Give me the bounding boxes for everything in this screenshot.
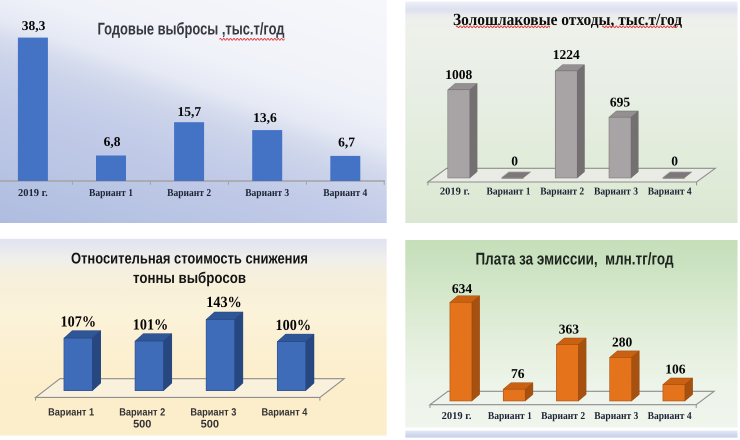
svg-text:143%: 143%: [206, 294, 242, 311]
svg-text:38,3: 38,3: [22, 18, 46, 33]
svg-text:Вариант 3: Вариант 3: [190, 406, 236, 418]
svg-text:Вариант 2: Вариант 2: [540, 187, 584, 198]
svg-text:Вариант 3: Вариант 3: [594, 187, 638, 198]
svg-text:76: 76: [511, 366, 525, 381]
svg-text:Годовые выбросы ,тыс.т/год: Годовые выбросы ,тыс.т/год: [98, 20, 285, 39]
svg-text:13,6: 13,6: [253, 110, 277, 125]
svg-text:Плата за эмиссии, млн.тг/год: Плата за эмиссии, млн.тг/год: [476, 249, 674, 268]
svg-text:0: 0: [511, 153, 518, 168]
svg-text:Вариант 4: Вариант 4: [323, 188, 368, 199]
svg-text:6,8: 6,8: [104, 134, 121, 149]
svg-text:Золошлаковые отходы, тыс.т/год: Золошлаковые отходы, тыс.т/год: [453, 10, 682, 29]
svg-text:2019 г.: 2019 г.: [442, 411, 472, 422]
svg-text:363: 363: [559, 322, 580, 337]
svg-text:Вариант 4: Вариант 4: [261, 406, 307, 418]
svg-text:0: 0: [671, 153, 678, 168]
svg-text:500: 500: [133, 419, 151, 431]
svg-text:6,7: 6,7: [338, 134, 355, 149]
svg-text:Относительная стоимость снижен: Относительная стоимость снижения: [71, 251, 308, 268]
svg-text:Вариант 3: Вариант 3: [245, 188, 289, 199]
svg-text:695: 695: [610, 95, 631, 110]
svg-text:107%: 107%: [61, 314, 97, 331]
svg-text:Вариант 2: Вариант 2: [119, 406, 165, 418]
svg-text:Вариант 2: Вариант 2: [167, 188, 211, 199]
svg-text:1008: 1008: [445, 67, 472, 82]
svg-text:280: 280: [612, 334, 633, 349]
svg-text:Вариант 4: Вариант 4: [648, 187, 693, 198]
svg-text:101%: 101%: [133, 317, 169, 334]
svg-text:2019 г.: 2019 г.: [18, 188, 48, 199]
svg-text:100%: 100%: [276, 317, 312, 334]
svg-text:Вариант 1: Вариант 1: [487, 187, 531, 198]
svg-text:Вариант 1: Вариант 1: [488, 411, 532, 422]
svg-text:Вариант 1: Вариант 1: [89, 188, 133, 199]
svg-text:106: 106: [665, 362, 686, 377]
svg-text:Вариант 2: Вариант 2: [541, 411, 585, 422]
svg-text:634: 634: [452, 281, 473, 296]
svg-text:2019 г.: 2019 г.: [440, 187, 470, 198]
svg-text:Вариант 4: Вариант 4: [648, 411, 693, 422]
svg-text:Вариант 3: Вариант 3: [594, 411, 638, 422]
svg-text:Вариант 1: Вариант 1: [48, 406, 94, 418]
svg-text:тонны выбросов: тонны выбросов: [133, 270, 246, 287]
svg-text:1224: 1224: [553, 47, 580, 62]
svg-text:15,7: 15,7: [177, 104, 201, 119]
svg-text:500: 500: [201, 419, 219, 431]
